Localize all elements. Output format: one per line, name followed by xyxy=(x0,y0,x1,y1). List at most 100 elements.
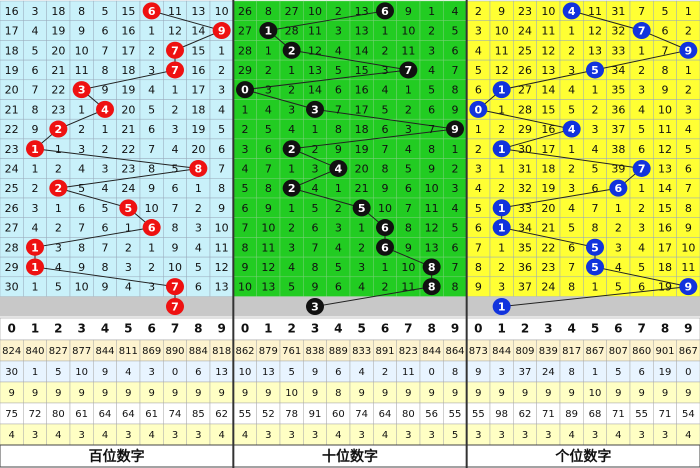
stat-number: 884 xyxy=(189,346,208,357)
cell-number: 2 xyxy=(498,182,505,195)
cell-number: 3 xyxy=(32,5,39,18)
cell-number: 8 xyxy=(405,222,412,235)
header-digit: 8 xyxy=(194,322,202,336)
ball xyxy=(166,61,184,79)
cell-number: 3 xyxy=(568,64,575,77)
cell-number: 10 xyxy=(215,5,229,18)
cell-number: 5 xyxy=(568,222,575,235)
ball xyxy=(26,140,44,158)
cell-number: 5 xyxy=(148,103,155,116)
cell-number: 4 xyxy=(148,84,155,97)
cell-number: 1 xyxy=(148,25,155,38)
cell-number: 5 xyxy=(475,202,482,215)
cell-number: 6 xyxy=(148,123,155,136)
stat-number: 60 xyxy=(332,409,345,420)
cell-number: 1 xyxy=(172,84,179,97)
stat-number: 9 xyxy=(545,388,551,399)
cell-number: 9 xyxy=(78,25,85,38)
stat-number: 55 xyxy=(239,409,252,420)
cell-number: 9 xyxy=(312,281,319,294)
stat-number: 71 xyxy=(659,409,672,420)
cell-number: 12 xyxy=(658,143,672,156)
cell-number: 27 xyxy=(518,84,532,97)
ball-number: 9 xyxy=(685,281,693,294)
cell-number: 18 xyxy=(541,162,555,175)
stat-number: 9 xyxy=(428,388,434,399)
stat-number: 877 xyxy=(72,346,91,357)
cell-number: 2 xyxy=(475,143,482,156)
ball xyxy=(142,2,161,20)
cell-number: 5 xyxy=(312,202,319,215)
header-digit: 0 xyxy=(474,322,482,336)
header-digit: 5 xyxy=(591,322,599,336)
stat-number: 3 xyxy=(78,430,84,441)
ball xyxy=(399,61,418,79)
cell-number: 4 xyxy=(32,25,39,38)
trend-line xyxy=(477,10,690,307)
cell-number: 6 xyxy=(638,281,645,294)
ball xyxy=(679,41,698,59)
stat-number: 901 xyxy=(655,346,674,357)
cell-number: 4 xyxy=(428,64,435,77)
header-digit: 0 xyxy=(241,322,249,336)
ball-number: 1 xyxy=(31,143,39,156)
stat-number: 3 xyxy=(662,430,668,441)
stat-number: 10 xyxy=(285,388,298,399)
cell-number: 3 xyxy=(172,123,179,136)
cell-number: 4 xyxy=(475,44,482,57)
cell-number: 4 xyxy=(78,162,85,175)
cell-number: 3 xyxy=(312,162,319,175)
cell-number: 9 xyxy=(405,241,412,254)
cell-number: 9 xyxy=(102,281,109,294)
ball xyxy=(376,219,394,237)
cell-number: 9 xyxy=(498,5,505,18)
ball xyxy=(166,298,184,315)
cell-number: 14 xyxy=(355,44,369,57)
cell-number: 7 xyxy=(382,143,389,156)
ball-number: 1 xyxy=(498,143,506,156)
ball-number: 5 xyxy=(591,64,599,77)
cell-number: 22 xyxy=(121,143,135,156)
header-digit: 9 xyxy=(684,322,692,336)
cell-number: 26 xyxy=(518,64,532,77)
ball-number: 5 xyxy=(358,202,366,215)
cell-number: 5 xyxy=(662,5,669,18)
cell-number: 39 xyxy=(611,162,625,175)
cell-number: 10 xyxy=(215,222,229,235)
cell-number: 19 xyxy=(541,182,555,195)
gray-row xyxy=(466,296,700,317)
ball-number: 7 xyxy=(171,301,179,314)
cell-number: 12 xyxy=(541,44,555,57)
stat-number: 864 xyxy=(445,346,464,357)
cell-number: 6 xyxy=(452,44,459,57)
stat-number: 9 xyxy=(615,388,621,399)
cell-number: 1 xyxy=(288,202,295,215)
cell-number: 13 xyxy=(355,5,369,18)
cell-number: 5 xyxy=(218,123,225,136)
ball xyxy=(492,219,511,237)
cell-number: 17 xyxy=(191,84,205,97)
stat-number: 80 xyxy=(52,409,65,420)
stat-number: 4 xyxy=(125,367,131,378)
stat-number: 71 xyxy=(542,409,555,420)
cell-number: 11 xyxy=(425,202,439,215)
cell-number: 1 xyxy=(55,143,62,156)
stat-number: 9 xyxy=(32,388,38,399)
stat-number: 5 xyxy=(288,367,294,378)
cell-number: 7 xyxy=(218,162,225,175)
cell-number: 3 xyxy=(125,261,132,274)
cell-number: 1 xyxy=(78,103,85,116)
ball xyxy=(492,81,511,99)
cell-number: 4 xyxy=(335,44,342,57)
stat-number: 824 xyxy=(2,346,21,357)
ball xyxy=(119,199,138,217)
ball-number: 1 xyxy=(498,84,506,97)
stat-number: 9 xyxy=(102,388,108,399)
stat-number: 78 xyxy=(285,409,298,420)
cell-number: 4 xyxy=(405,143,412,156)
cell-number: 7 xyxy=(242,222,249,235)
cell-number: 1 xyxy=(32,162,39,175)
cell-number: 9 xyxy=(685,222,692,235)
cell-number: 11 xyxy=(495,44,509,57)
cell-number: 16 xyxy=(355,84,369,97)
